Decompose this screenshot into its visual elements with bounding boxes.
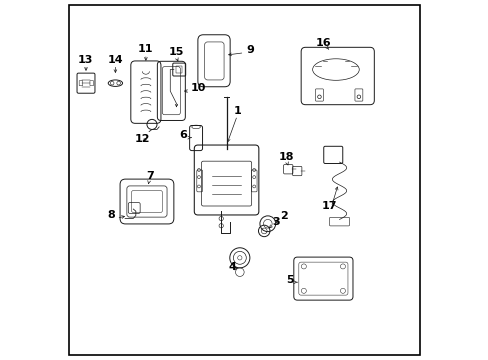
Text: 7: 7 [146, 171, 154, 181]
Text: 17: 17 [322, 201, 337, 211]
Text: 14: 14 [107, 55, 123, 65]
Text: 10: 10 [190, 83, 205, 93]
Text: 6: 6 [179, 130, 187, 140]
Text: 2: 2 [280, 211, 287, 221]
Text: 13: 13 [77, 55, 92, 65]
Text: 11: 11 [138, 44, 153, 54]
Text: 16: 16 [315, 37, 330, 48]
Text: 18: 18 [278, 152, 293, 162]
Text: 15: 15 [168, 47, 183, 57]
Text: 3: 3 [272, 217, 280, 227]
Text: 5: 5 [285, 275, 293, 285]
Text: 12: 12 [134, 134, 150, 144]
Text: 8: 8 [107, 210, 115, 220]
Text: 1: 1 [233, 106, 241, 116]
Text: 4: 4 [227, 262, 235, 273]
Text: 9: 9 [246, 45, 254, 55]
